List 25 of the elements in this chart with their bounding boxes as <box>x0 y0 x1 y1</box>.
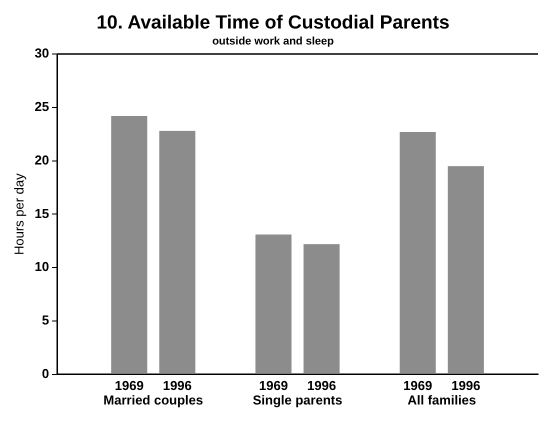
y-tick-label: 25 <box>34 98 50 114</box>
bar <box>448 166 484 374</box>
y-tick-label: 0 <box>42 366 50 381</box>
x-tick-label: 1969 <box>114 378 144 393</box>
text: Married couples <box>103 392 204 408</box>
x-tick-label: 1969 <box>403 378 432 393</box>
y-tick-label: 30 <box>34 46 50 61</box>
y-axis-title: Hours per day <box>11 172 26 256</box>
y-tick-label: 5 <box>42 312 50 328</box>
x-tick-label: 1996 <box>451 378 480 393</box>
y-tick-label: 20 <box>34 152 50 168</box>
x-tick-label: 1996 <box>162 378 192 393</box>
chart-title: 10. Available Time of Custodial Parents <box>96 12 450 34</box>
bar <box>111 116 148 374</box>
y-tick-label: 10 <box>34 259 50 274</box>
text: All families <box>407 392 476 408</box>
x-tick-label: 1996 <box>307 378 336 393</box>
bar <box>304 244 340 374</box>
chart-subtitle: outside work and sleep <box>212 35 334 48</box>
text: Single parents <box>252 392 342 408</box>
bar <box>400 132 436 374</box>
y-tick-label: 15 <box>34 206 50 221</box>
bar <box>255 234 292 374</box>
bar <box>159 130 196 374</box>
x-tick-label: 1969 <box>259 378 288 393</box>
